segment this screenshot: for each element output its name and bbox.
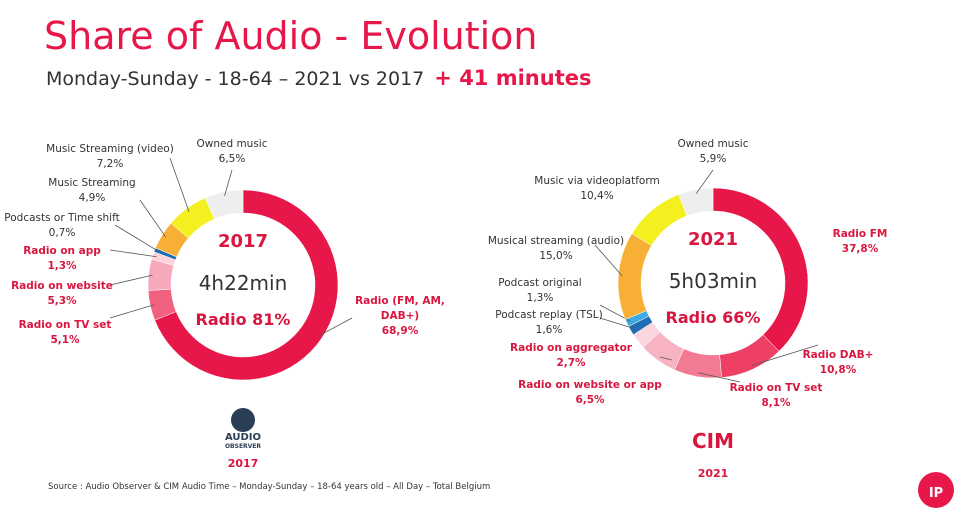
brand-text: IP xyxy=(929,486,943,501)
center-value: 4h22min xyxy=(199,271,288,295)
segment-label: Podcast replay (TSL) 1,6% xyxy=(469,308,629,338)
leader-line xyxy=(750,344,819,367)
segment-value: 1,3% xyxy=(47,260,77,272)
leader-line xyxy=(114,224,159,252)
segment-label: Music Streaming 4,9% xyxy=(12,176,172,206)
segment-label: Podcast original 1,3% xyxy=(460,276,620,306)
segment-name: Radio on TV set xyxy=(729,382,823,394)
segment-name: Musical streaming (audio) xyxy=(487,235,625,247)
segment-value: 5,1% xyxy=(50,334,80,346)
segment-name: Radio (FM, AM, DAB+) xyxy=(355,295,445,322)
segment-label: Radio on website or app 6,5% xyxy=(510,378,670,408)
logo-year: 2021 xyxy=(698,467,729,480)
segment-name: Music Streaming (video) xyxy=(46,143,174,155)
segment-label: Radio on app 1,3% xyxy=(0,244,142,274)
segment-name: Radio on aggregator xyxy=(510,342,632,354)
segment-value: 1,6% xyxy=(535,324,563,336)
center-title: 2017 xyxy=(218,231,268,252)
logo-text: CIM xyxy=(692,429,734,453)
leader-line xyxy=(695,169,714,194)
center-value: 5h03min xyxy=(669,269,758,293)
leader-line xyxy=(139,199,166,238)
segment-label: Musical streaming (audio) 15,0% xyxy=(476,234,636,264)
segment-name: Music via videoplatform xyxy=(534,175,660,187)
segment-label: Music via videoplatform 10,4% xyxy=(517,174,677,204)
segment-value: 6,5% xyxy=(575,394,605,406)
segment-label: Podcasts or Time shift 0,7% xyxy=(0,211,142,241)
title: Share of Audio - Evolution xyxy=(44,14,538,58)
leader-line xyxy=(659,356,673,361)
segment-label: Owned music 6,5% xyxy=(152,137,312,167)
segment-label: Radio DAB+ 10,8% xyxy=(758,348,918,378)
segment-value: 68,9% xyxy=(381,325,419,337)
donut-segment xyxy=(204,189,244,220)
leader-line xyxy=(224,169,233,197)
subtitle-row: Monday-Sunday - 18-64 – 2021 vs 2017 + 41… xyxy=(46,66,591,90)
segment-name: Podcast original xyxy=(498,277,582,289)
leader-line xyxy=(109,304,155,319)
leader-line xyxy=(169,157,190,212)
segment-label: Radio on TV set 5,1% xyxy=(0,318,145,348)
brand-badge xyxy=(918,472,954,508)
segment-name: Podcast replay (TSL) xyxy=(495,309,603,321)
segment-label: Radio on website 5,3% xyxy=(0,279,142,309)
segment-value: 15,0% xyxy=(539,250,573,262)
segment-label: Music Streaming (video) 7,2% xyxy=(30,142,190,172)
segment-label: Radio (FM, AM, DAB+) 68,9% xyxy=(355,294,445,339)
segment-value: 5,3% xyxy=(47,295,77,307)
leader-line xyxy=(594,244,623,277)
logo-year: 2017 xyxy=(228,457,259,470)
leader-line xyxy=(318,317,353,337)
center-title: 2021 xyxy=(688,229,738,250)
highlight: + 41 minutes xyxy=(434,66,592,90)
segment-value: 10,4% xyxy=(580,190,614,202)
segment-name: Radio on website xyxy=(11,280,113,292)
leader-line xyxy=(698,372,741,383)
logo-text: OBSERVER xyxy=(225,443,261,450)
segment-value: 0,7% xyxy=(48,227,76,239)
segment-name: Owned music xyxy=(677,138,749,150)
center-note: Radio 81% xyxy=(196,310,291,329)
segment-value: 6,5% xyxy=(218,153,246,165)
segment-value: 1,3% xyxy=(526,292,554,304)
segment-name: Radio on website or app xyxy=(518,379,662,391)
segment-value: 5,9% xyxy=(699,153,727,165)
center-note: Radio 66% xyxy=(666,308,761,327)
segment-label: Owned music 5,9% xyxy=(633,137,793,167)
segment-name: Radio DAB+ xyxy=(802,349,874,361)
segment-name: Podcasts or Time shift xyxy=(4,212,120,224)
segment-name: Owned music xyxy=(196,138,268,150)
logo-text: AUDIO xyxy=(225,432,261,443)
segment-name: Music Streaming xyxy=(48,177,136,189)
segment-value: 37,8% xyxy=(841,243,879,255)
segment-label: Radio on TV set 8,1% xyxy=(696,381,856,411)
segment-name: Radio on TV set xyxy=(18,319,112,331)
subtitle: Monday-Sunday - 18-64 – 2021 vs 2017 xyxy=(46,68,425,90)
segment-value: 4,9% xyxy=(78,192,106,204)
logo-mark xyxy=(231,408,255,432)
source: Source : Audio Observer & CIM Audio Time… xyxy=(48,482,491,492)
segment-label: Radio FM 37,8% xyxy=(780,227,940,257)
segment-value: 8,1% xyxy=(761,397,791,409)
donut-segment xyxy=(678,187,714,217)
leader-line xyxy=(109,249,157,258)
leader-line xyxy=(109,274,153,286)
segment-name: Radio FM xyxy=(832,228,888,240)
segment-value: 2,7% xyxy=(556,357,586,369)
donut-segment xyxy=(154,189,339,381)
leader-line xyxy=(599,317,635,330)
segment-value: 7,2% xyxy=(96,158,124,170)
segment-value: 10,8% xyxy=(819,364,857,376)
segment-name: Radio on app xyxy=(23,245,101,257)
segment-label: Radio on aggregator 2,7% xyxy=(491,341,651,371)
